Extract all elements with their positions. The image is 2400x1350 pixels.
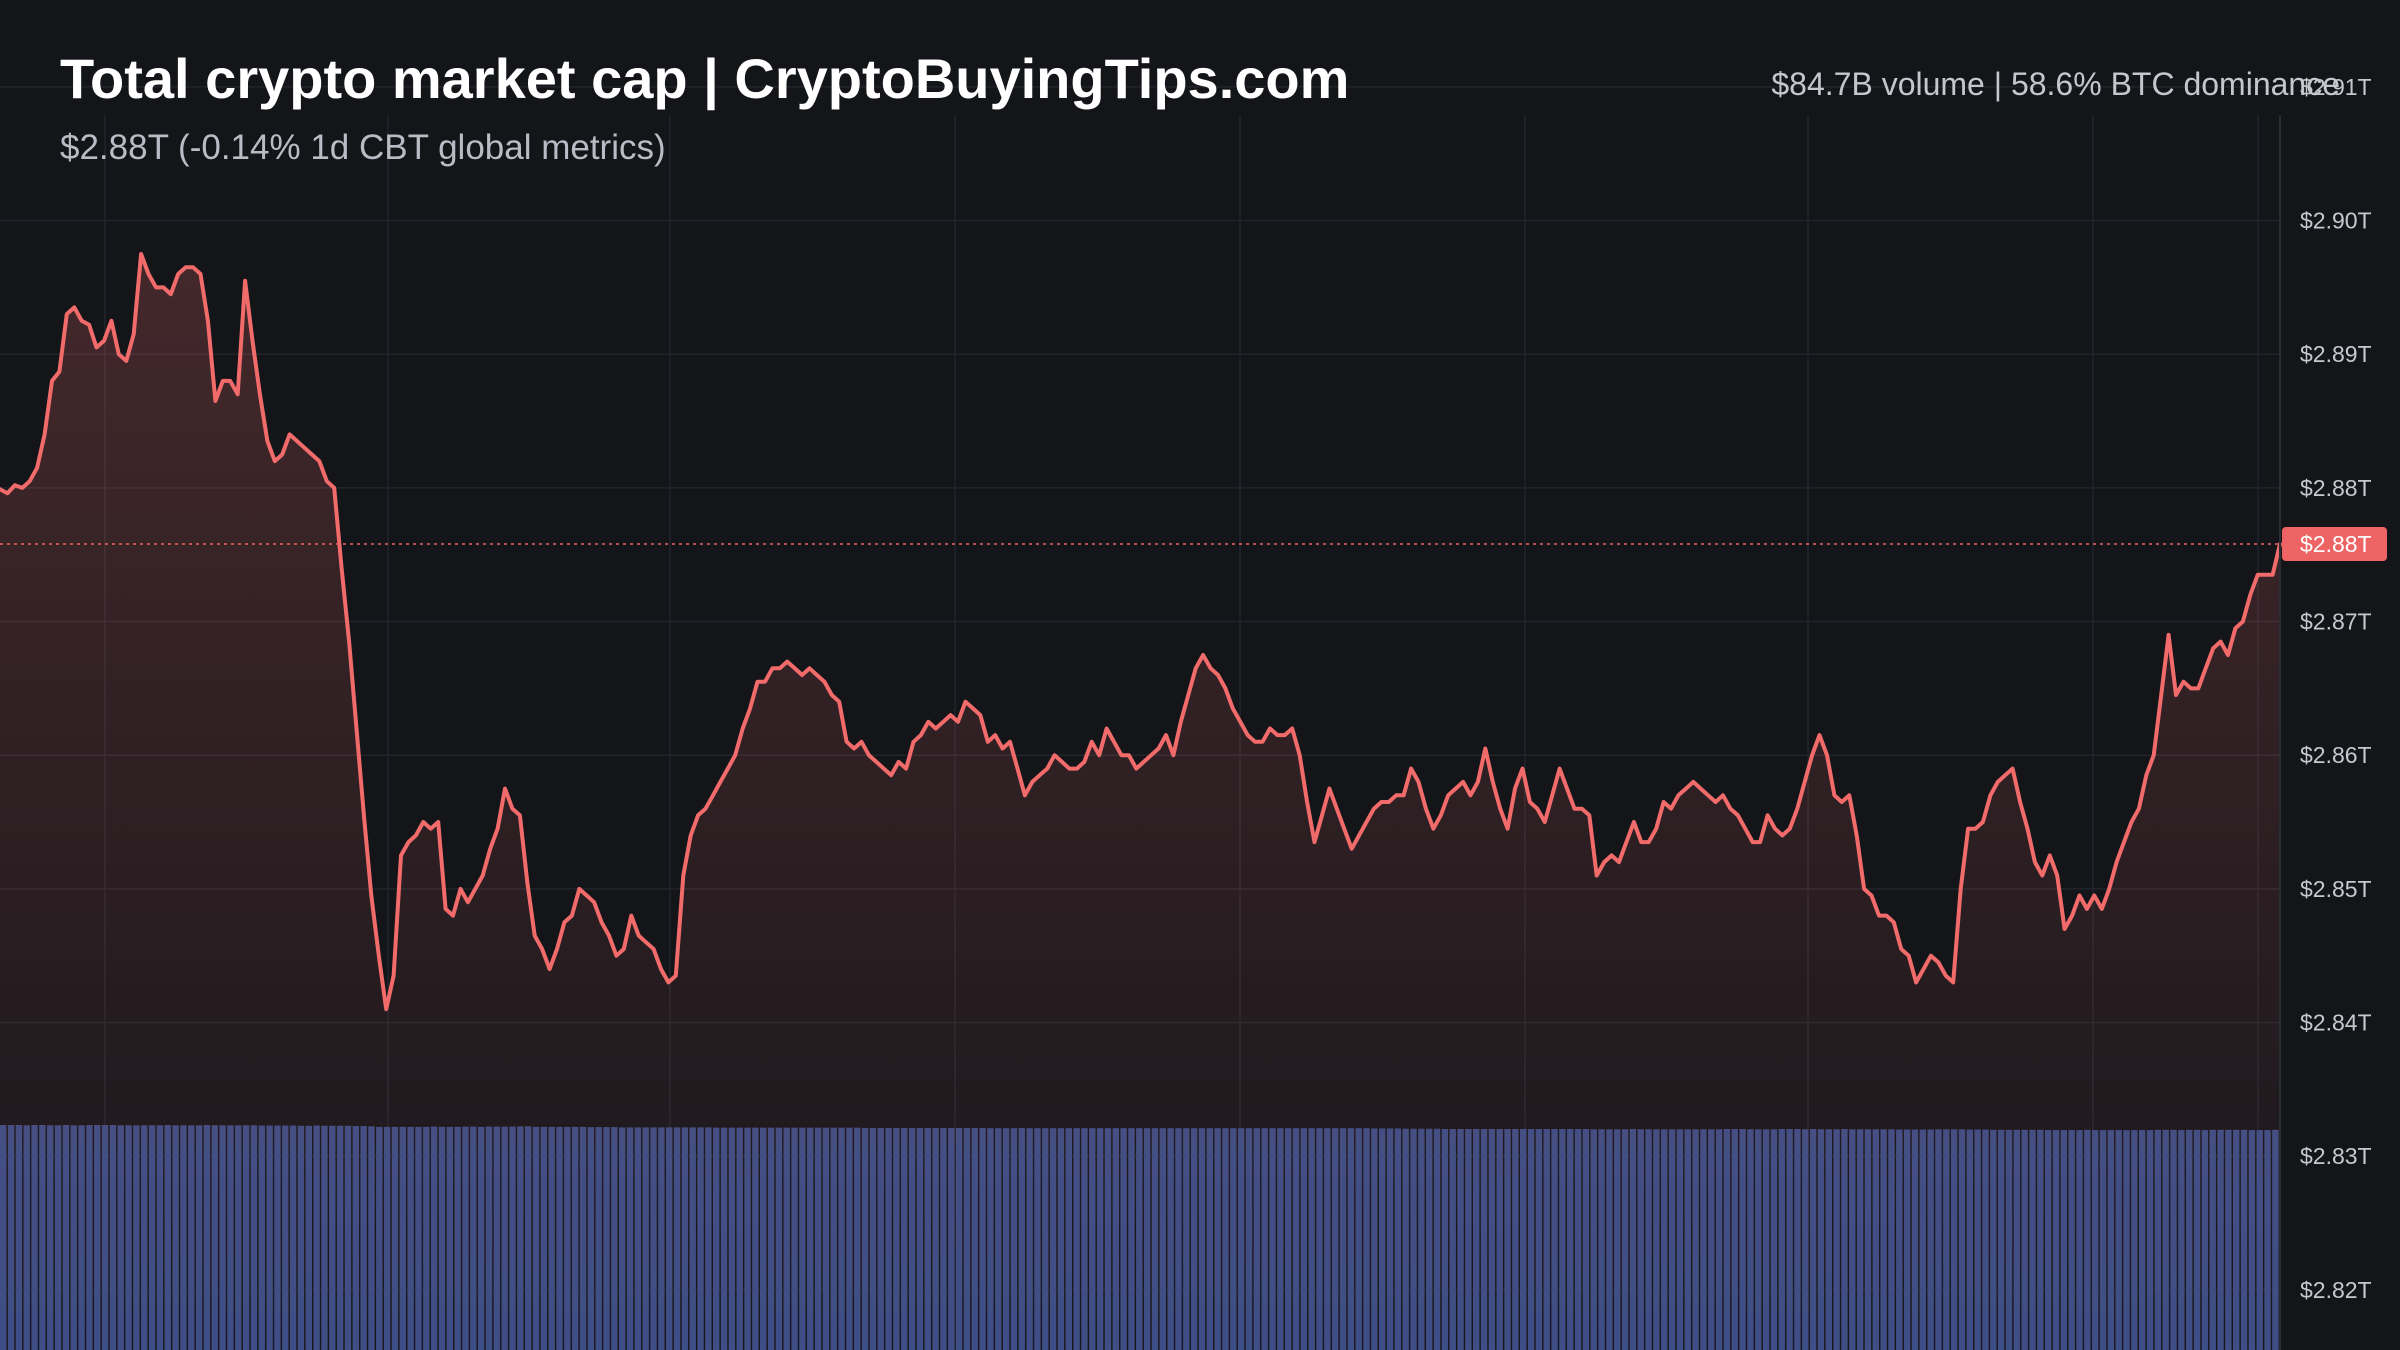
y-tick-label: $2.91T [2300, 74, 2372, 100]
y-tick-label: $2.89T [2300, 341, 2372, 367]
y-tick-label: $2.87T [2300, 609, 2372, 635]
market-cap-area [0, 254, 2280, 1350]
y-axis: $2.91T $2.90T $2.89T $2.88T $2.87T $2.86T $2.8… [2300, 74, 2372, 1303]
y-tick-label: $2.83T [2300, 1143, 2372, 1169]
market-cap-line [0, 252, 2282, 1012]
y-tick-label: $2.85T [2300, 876, 2372, 902]
current-price-tag-bg [2282, 527, 2387, 562]
market-stats: $84.7B volume | 58.6% BTC dominance [1771, 66, 2340, 102]
current-price-label: $2.88T [2300, 531, 2372, 557]
y-tick-label: $2.82T [2300, 1277, 2372, 1303]
y-tick-label: $2.88T [2300, 475, 2372, 501]
chart-title: Total crypto market cap | CryptoBuyingTi… [60, 47, 1350, 110]
current-price-tag: $2.88T [2282, 527, 2387, 562]
y-tick-label: $2.86T [2300, 742, 2372, 768]
chart-subtitle: $2.88T (-0.14% 1d CBT global metrics) [60, 128, 666, 167]
y-tick-label: $2.84T [2300, 1010, 2372, 1036]
y-tick-label: $2.90T [2300, 208, 2372, 234]
